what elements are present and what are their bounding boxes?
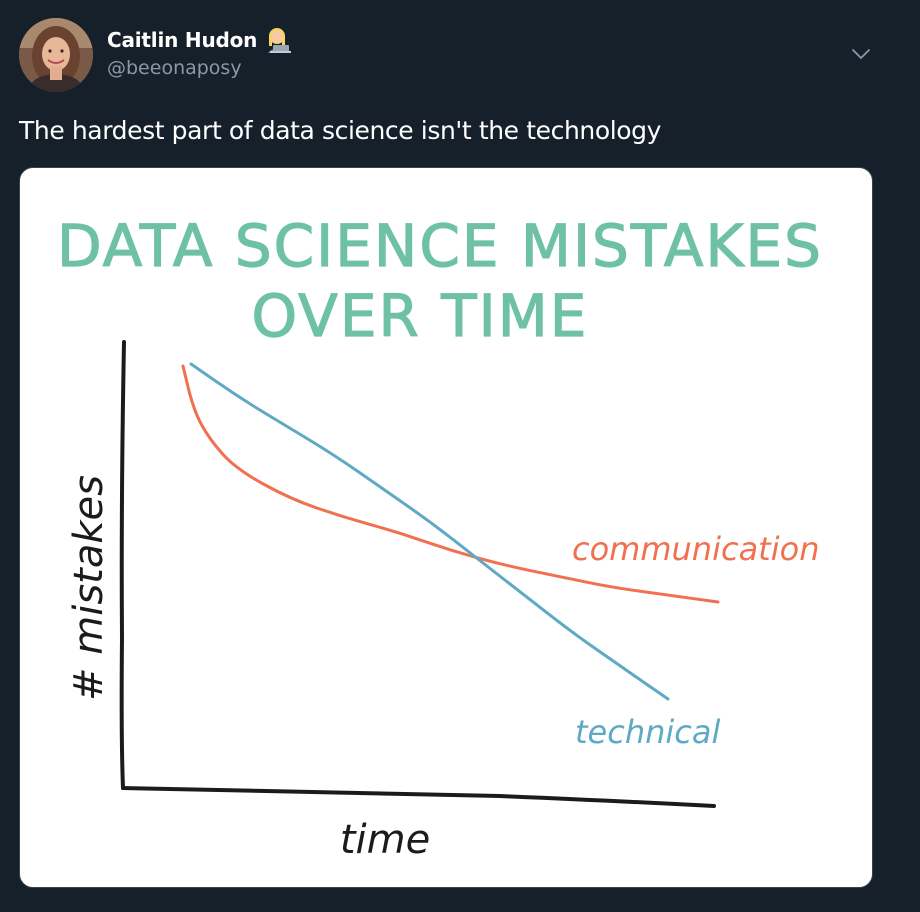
series-layer: communication technical bbox=[181, 362, 819, 751]
tweet-image[interactable]: DATA SCIENCE MISTAKES OVER TIME # mistak… bbox=[19, 167, 873, 888]
display-name[interactable]: Caitlin Hudon bbox=[107, 28, 258, 52]
x-axis bbox=[121, 786, 716, 808]
woman-technologist-emoji-icon bbox=[264, 26, 292, 54]
series-label-communication: communication bbox=[572, 530, 819, 568]
chevron-down-icon bbox=[852, 49, 870, 59]
series-line-communication bbox=[181, 364, 720, 604]
user-info: Caitlin Hudon @beeonaposy bbox=[107, 26, 292, 79]
avatar-photo bbox=[19, 18, 93, 92]
x-axis-label: time bbox=[340, 817, 430, 863]
y-axis bbox=[119, 340, 126, 790]
chart: DATA SCIENCE MISTAKES OVER TIME # mistak… bbox=[56, 211, 823, 863]
tweet-text: The hardest part of data science isn't t… bbox=[19, 116, 662, 145]
chart-title-line-1: DATA SCIENCE MISTAKES bbox=[57, 212, 823, 280]
series-label-technical: technical bbox=[575, 713, 720, 751]
avatar[interactable] bbox=[19, 18, 93, 92]
name-row: Caitlin Hudon bbox=[107, 26, 292, 54]
more-options-button[interactable] bbox=[846, 42, 876, 66]
series-line-technical bbox=[189, 362, 670, 701]
handle[interactable]: @beeonaposy bbox=[107, 57, 242, 79]
chart-title-line-2: OVER TIME bbox=[252, 282, 589, 350]
y-axis-label: # mistakes bbox=[66, 475, 112, 701]
